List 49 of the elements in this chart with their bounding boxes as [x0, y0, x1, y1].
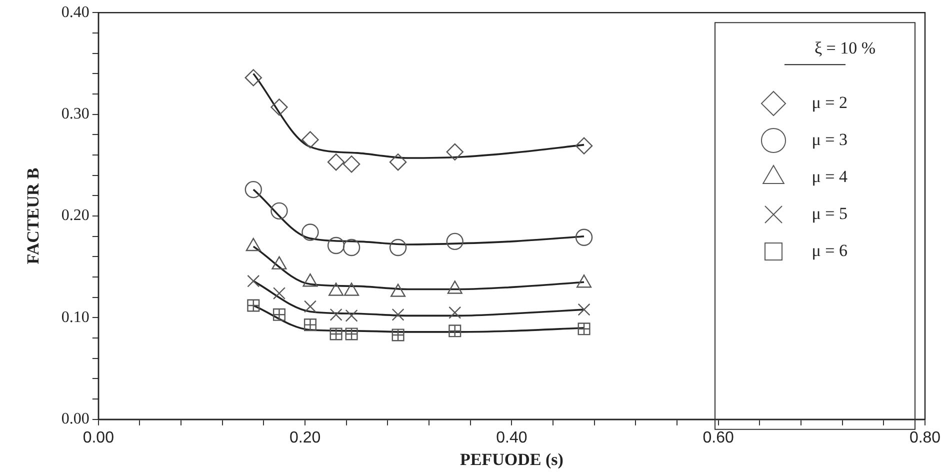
legend-label: μ = 3	[790, 130, 848, 149]
legend-label: μ = 6	[790, 240, 848, 260]
point	[270, 202, 288, 220]
point	[446, 232, 464, 250]
point	[345, 328, 358, 340]
legend-label: μ = 4	[790, 166, 848, 186]
line-series	[252, 280, 585, 317]
x-tick-label: 0.20	[289, 429, 321, 446]
point	[330, 308, 342, 321]
x-tick-label: 0.80	[909, 429, 941, 446]
point	[327, 154, 345, 171]
legend-title: ξ = 10 %	[814, 38, 876, 58]
point	[247, 274, 260, 288]
x-axis-title: PEFUODE (s)	[460, 450, 564, 470]
point	[327, 236, 345, 254]
point	[304, 300, 316, 313]
x-tick-label: 0.40	[496, 429, 528, 446]
point	[342, 238, 360, 256]
point	[244, 180, 262, 198]
point	[575, 228, 593, 246]
x-tick-label: 0.00	[82, 429, 114, 446]
point	[345, 309, 358, 322]
point	[446, 143, 464, 161]
y-tick-label: 0.40	[61, 4, 90, 21]
y-axis-title: FACTEUR B	[24, 168, 43, 264]
point	[270, 98, 288, 116]
point	[304, 318, 316, 332]
y-tick-label: 0.10	[61, 308, 90, 326]
legend-label: μ = 5	[790, 204, 848, 223]
y-tick-label: 0.00	[61, 410, 90, 428]
point	[575, 137, 593, 154]
point	[448, 306, 462, 319]
y-tick-label: 0.30	[61, 106, 90, 123]
point	[272, 308, 286, 321]
point	[272, 287, 286, 300]
point	[392, 328, 404, 342]
point	[330, 328, 342, 340]
point	[302, 131, 319, 148]
y-tick-label: 0.20	[61, 207, 90, 224]
point	[342, 156, 360, 173]
point	[244, 69, 262, 86]
point	[302, 224, 319, 241]
point	[392, 308, 404, 321]
point	[578, 303, 590, 316]
point	[448, 324, 462, 338]
x-tick-label: 0.60	[702, 429, 734, 446]
point	[389, 238, 407, 256]
point	[389, 154, 407, 171]
legend-label: μ = 2	[790, 92, 848, 112]
